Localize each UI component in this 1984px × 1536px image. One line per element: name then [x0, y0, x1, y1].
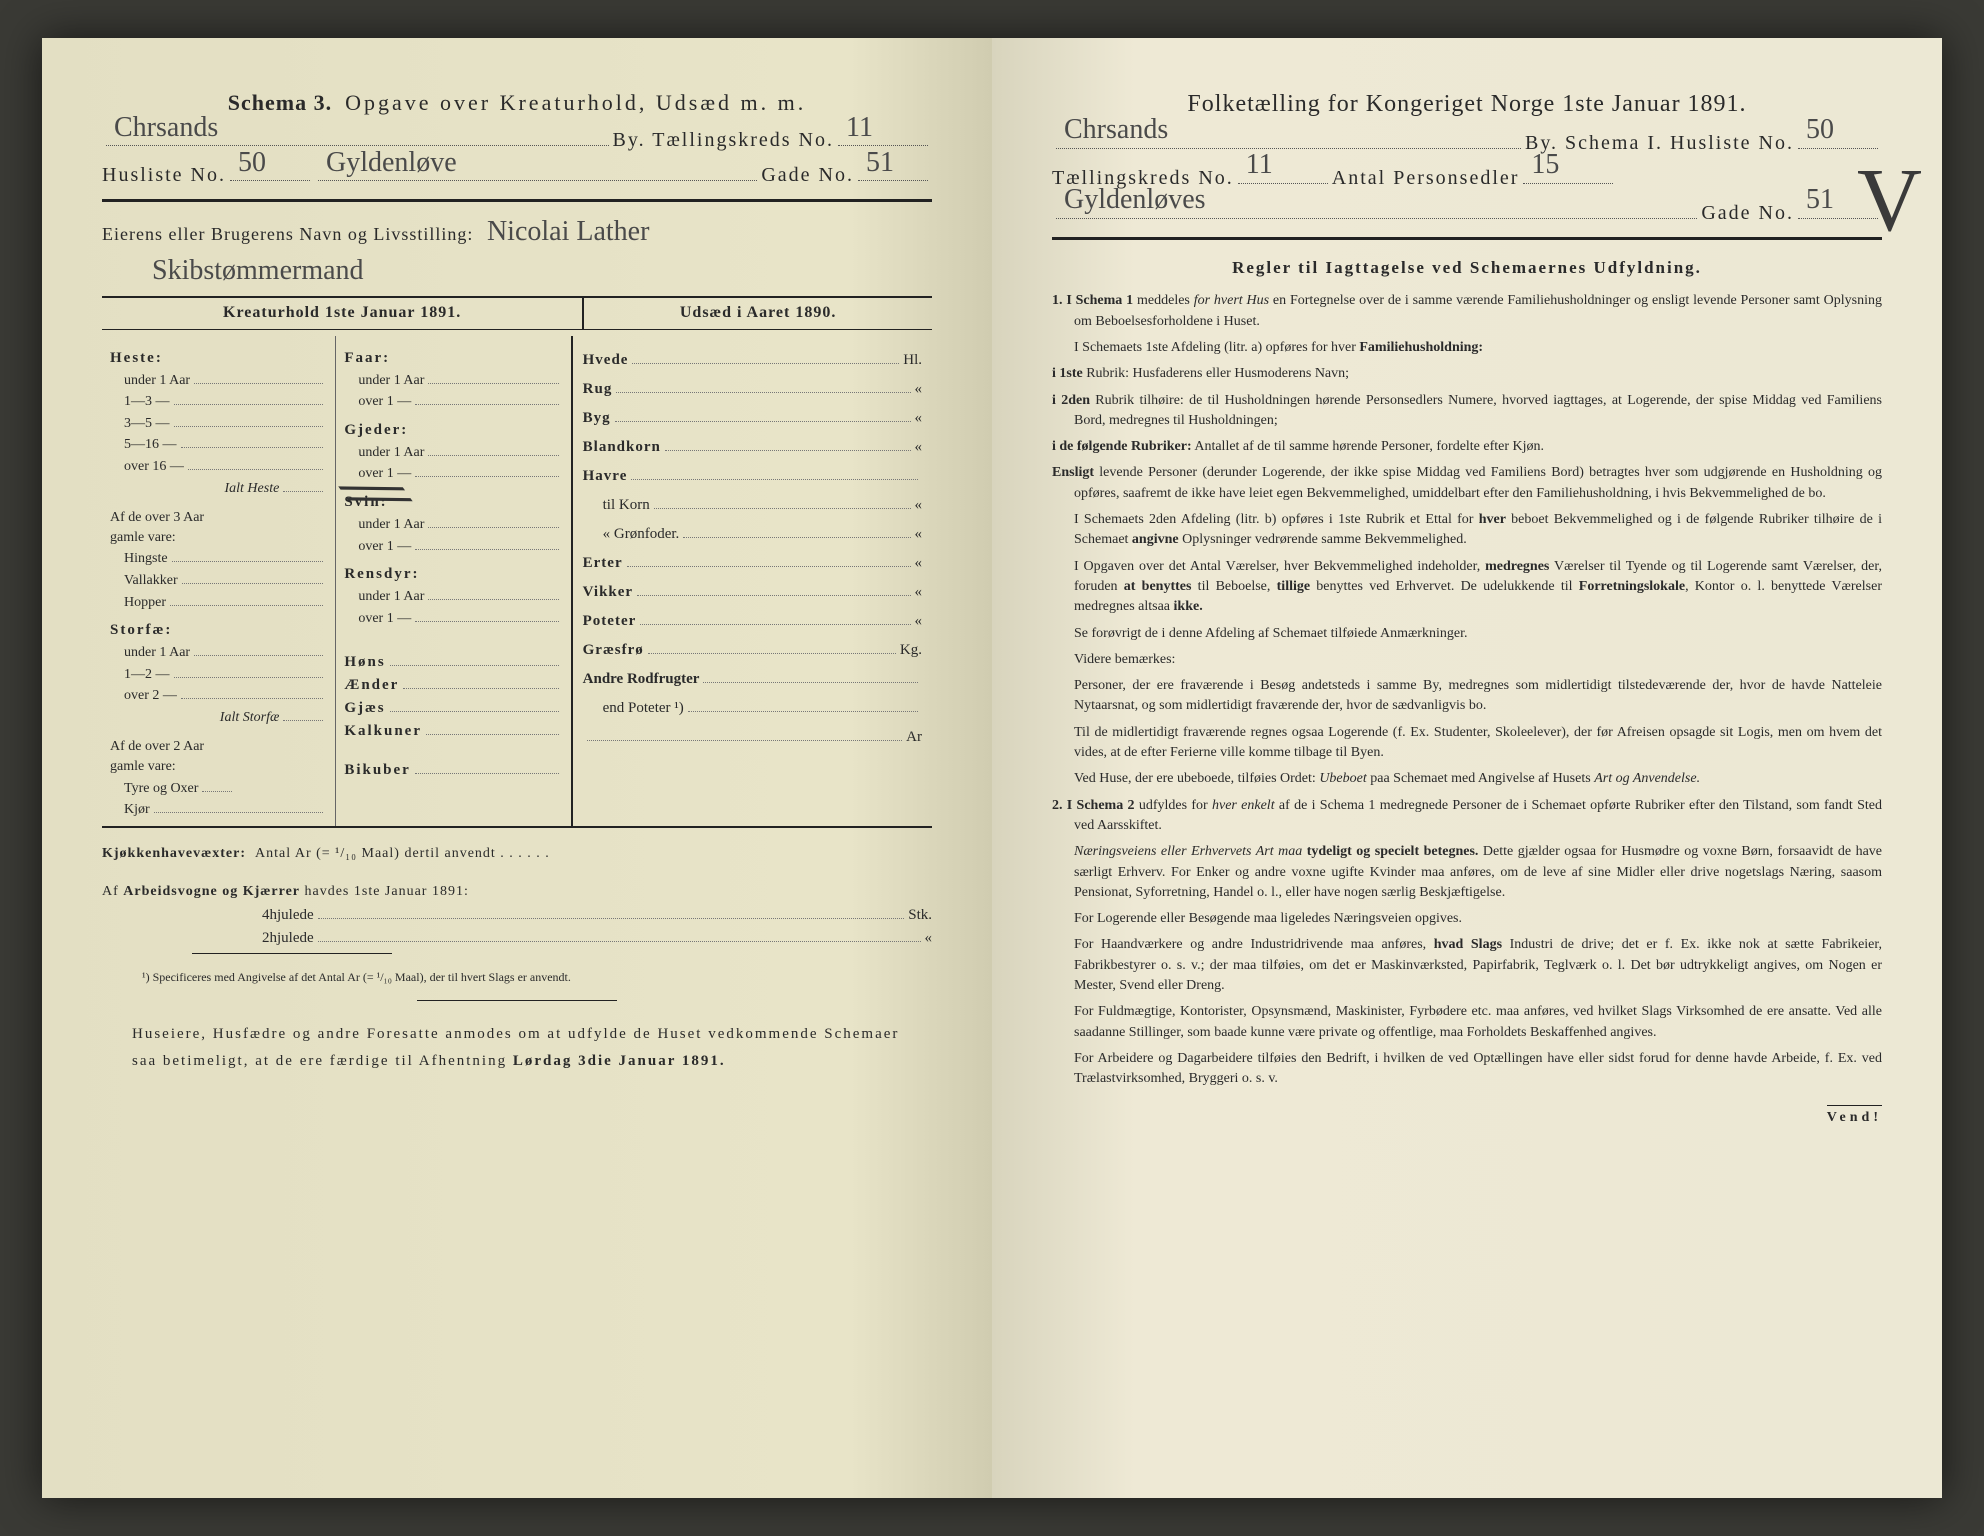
- livestock-row: 1—3 —: [110, 392, 327, 412]
- owner-block: Eierens eller Brugerens Navn og Livsstil…: [102, 212, 932, 290]
- left-gade-no: 51: [866, 143, 894, 182]
- owner-name: Nicolai Lather: [487, 216, 649, 247]
- right-by-hand: Chrsands: [1064, 110, 1168, 149]
- livestock-row: under 1 Aar: [344, 515, 562, 535]
- seed-row: GræsfrøKg.: [583, 640, 922, 661]
- seed-row: Andre Rodfrugter: [583, 669, 922, 690]
- right-line-gade: Gyldenløves Gade No. 51: [1052, 198, 1882, 227]
- closing-text: Huseiere, Husfædre og andre Foresatte an…: [132, 1021, 902, 1075]
- livestock-row: over 2 —: [110, 686, 327, 706]
- right-page: V Folketælling for Kongeriget Norge 1ste…: [992, 38, 1942, 1498]
- right-gade-no: 51: [1806, 180, 1834, 219]
- livestock-col2: Faar: under 1 Aarover 1 — Gjeder: under …: [336, 336, 570, 826]
- seed-row: Blandkorn«: [583, 437, 922, 458]
- livestock-col1: Heste: under 1 Aar1—3 —3—5 —5—16 —over 1…: [102, 336, 336, 826]
- seed-row: HvedeHl.: [583, 350, 922, 371]
- seed-row: end Poteter ¹): [583, 698, 922, 719]
- left-line-husliste: Husliste No. 50 Gyldenløve Gade No. 51: [102, 160, 932, 189]
- left-gade-hand: Gyldenløve: [326, 143, 457, 182]
- livestock-row: 1—2 —: [110, 665, 327, 685]
- seed-row: Byg«: [583, 408, 922, 429]
- seed-row: Erter«: [583, 553, 922, 574]
- livestock-row: over 1 —: [344, 392, 562, 412]
- seed-row: til Korn«: [583, 495, 922, 516]
- footnote: ¹) Specificeres med Angivelse af det Ant…: [142, 968, 892, 986]
- livestock-row: under 1 Aar: [110, 371, 327, 391]
- rules-body: 1. I Schema 1 meddeles for hvert Hus en …: [1052, 291, 1882, 1089]
- kreatur-title: Kreaturhold 1ste Januar 1891.: [102, 298, 584, 328]
- livestock-row: over 16 —: [110, 457, 327, 477]
- seed-row: Rug«: [583, 379, 922, 400]
- book-spread: Schema 3. Opgave over Kreaturhold, Udsæd…: [42, 38, 1942, 1498]
- right-gade-hand: Gyldenløves: [1064, 180, 1206, 219]
- seed-row: Vikker«: [583, 582, 922, 603]
- seed-row: « Grønfoder.«: [583, 524, 922, 545]
- udsaed-title: Udsæd i Aaret 1890.: [584, 298, 932, 328]
- left-page: Schema 3. Opgave over Kreaturhold, Udsæd…: [42, 38, 992, 1498]
- right-husliste-no: 50: [1806, 110, 1834, 149]
- livestock-row: over 1 —: [344, 537, 562, 557]
- seed-column: HvedeHl. Rug« Byg« Blandkorn« Havre til Korn«…: [573, 336, 932, 826]
- livestock-row: under 1 Aar: [110, 643, 327, 663]
- census-title: Folketælling for Kongeriget Norge 1ste J…: [1052, 88, 1882, 122]
- rules-title: Regler til Iagttagelse ved Schemaernes U…: [1052, 256, 1882, 280]
- left-by-handwriting: Chrsands: [114, 108, 218, 147]
- livestock-row: 5—16 —: [110, 435, 327, 455]
- livestock-row: under 1 Aar: [344, 443, 562, 463]
- livestock-row: under 1 Aar: [344, 371, 562, 391]
- schema3-title: Schema 3. Opgave over Kreaturhold, Udsæd…: [102, 88, 932, 119]
- vend-label: Vend!: [1827, 1105, 1882, 1128]
- kjokken-line: Kjøkkenhavevæxter: Antal Ar (= ¹/₁₀ Maal…: [102, 842, 932, 866]
- left-line-by: Chrsands By. Tællingskreds No. 11: [102, 125, 932, 154]
- livestock-row: 3—5 —: [110, 414, 327, 434]
- right-line-by: Chrsands By. Schema I. Husliste No. 50: [1052, 128, 1882, 157]
- seed-row: Poteter«: [583, 611, 922, 632]
- right-kreds-no: 11: [1246, 145, 1273, 184]
- livestock-row: over 1 —: [344, 609, 562, 629]
- livestock-row: over 1 —: [344, 464, 562, 484]
- arbeidsvogne-line: Af Arbeidsvogne og Kjærrer havdes 1ste J…: [102, 880, 932, 904]
- owner-occupation: Skibstømmermand: [152, 255, 364, 286]
- livestock-row: under 1 Aar: [344, 587, 562, 607]
- left-husliste-no: 50: [238, 143, 266, 182]
- left-kreds-no: 11: [846, 108, 873, 147]
- right-antal-no: 15: [1531, 145, 1559, 184]
- seed-row: Havre: [583, 466, 922, 487]
